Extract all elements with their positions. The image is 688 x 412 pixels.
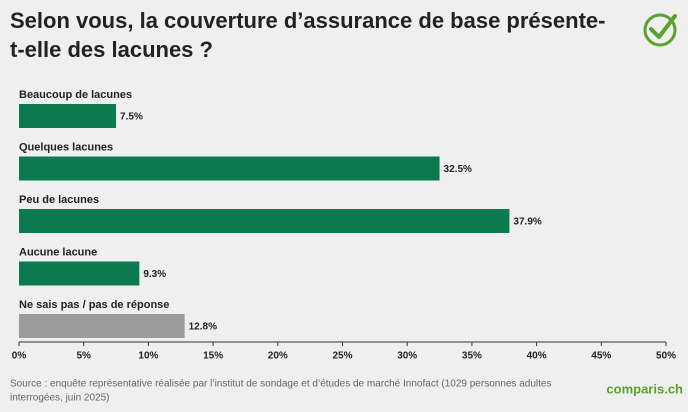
x-tick-label: 30%	[397, 351, 417, 362]
x-tick-label: 25%	[332, 351, 352, 362]
value-label: 9.3%	[143, 269, 166, 280]
bar	[19, 156, 440, 181]
x-tick-label: 45%	[591, 351, 611, 362]
logo: comparis.ch	[606, 381, 683, 396]
category-label: Aucune lacune	[19, 246, 97, 258]
chart-title: t-elle des lacunes ?	[10, 37, 213, 62]
category-label: Ne sais pas / pas de réponse	[19, 299, 169, 311]
x-tick-label: 40%	[527, 351, 547, 362]
chart-title: Selon vous, la couverture d’assurance de…	[10, 8, 605, 33]
category-label: Beaucoup de lacunes	[19, 89, 132, 101]
value-label: 37.9%	[513, 217, 541, 228]
value-label: 32.5%	[444, 164, 472, 175]
bar	[19, 261, 140, 286]
value-label: 12.8%	[189, 322, 217, 333]
bar	[19, 209, 510, 233]
source: Source : enquête représentative réalisée…	[10, 379, 551, 390]
x-tick-label: 15%	[203, 351, 223, 362]
x-tick-label: 0%	[12, 351, 27, 362]
x-tick-label: 50%	[656, 351, 676, 362]
bar	[19, 314, 185, 338]
bar	[19, 104, 117, 128]
x-tick-label: 20%	[268, 351, 288, 362]
check-icon	[643, 13, 677, 47]
x-tick-label: 5%	[76, 351, 91, 362]
source: interrogées, juin 2025)	[10, 393, 110, 404]
value-label: 7.5%	[120, 112, 143, 123]
x-tick-label: 10%	[138, 351, 158, 362]
category-label: Peu de lacunes	[19, 194, 99, 206]
category-label: Quelques lacunes	[19, 141, 113, 153]
x-tick-label: 35%	[462, 351, 482, 362]
